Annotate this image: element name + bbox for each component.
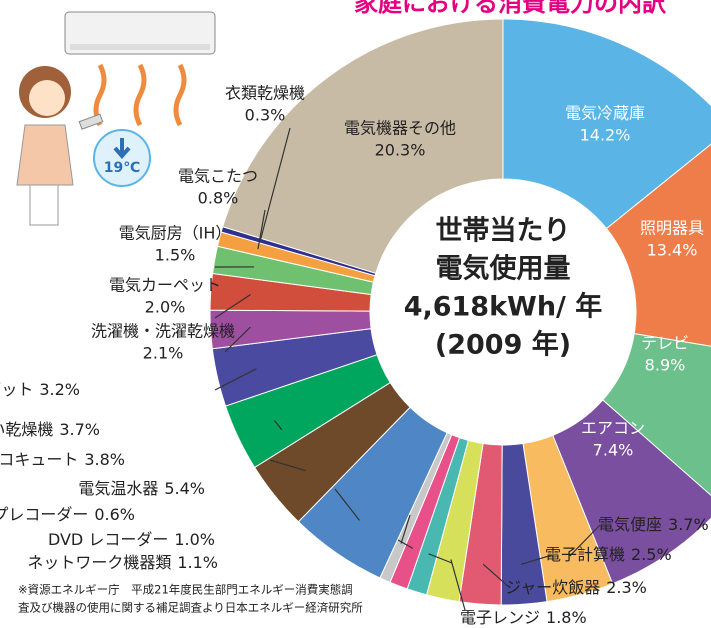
- value-label: 2.5%: [631, 545, 672, 564]
- segment-label: 衣類乾燥機: [225, 84, 305, 103]
- segment-label: 電気ポット 3.2%: [0, 380, 80, 399]
- thermostat-label: 19℃: [104, 160, 140, 176]
- segment-label: 食器洗い乾燥機 3.7%: [0, 420, 100, 439]
- value-label: 1.5%: [155, 246, 196, 265]
- chart: 家庭における消費電力の内訳 19℃ 世帯当たり 電気使用量 4,618kWh/ …: [0, 0, 711, 628]
- category-label: 電気温水器: [78, 479, 158, 498]
- segment-label: 電子計算機 2.5%: [545, 545, 672, 564]
- category-label: ビデオテープレコーダー: [0, 505, 88, 524]
- legs: [30, 185, 58, 225]
- segment-label: エコキュート 3.8%: [0, 450, 125, 469]
- segment-label: 電気便座 3.7%: [598, 515, 709, 534]
- segment-label: 電気カーペット: [109, 276, 221, 295]
- segment-label: ネットワーク機器類 1.1%: [27, 553, 218, 572]
- source-note: ※資源エネルギー庁 平成21年度民生部門エネルギー消費実態調: [18, 583, 353, 597]
- category-label: 電気ポット: [0, 380, 33, 399]
- value-label: 13.4%: [647, 241, 698, 260]
- segment-label: 洗濯機・洗濯乾燥機: [91, 322, 235, 341]
- value-label: 8.9%: [645, 356, 686, 375]
- category-label: 電子計算機: [545, 545, 625, 564]
- value-label: 20.3%: [375, 141, 426, 160]
- segment-label: 電気機器その他: [344, 119, 456, 138]
- category-label: ジャー炊飯器: [505, 578, 600, 597]
- segment-label: 電気厨房（IH）: [119, 224, 232, 243]
- face: [29, 80, 65, 116]
- category-label: 電気便座: [598, 515, 662, 534]
- segment-label: 電子レンジ 1.8%: [460, 608, 587, 627]
- segment-label: エアコン: [581, 419, 645, 438]
- value-label: 3.2%: [39, 380, 80, 399]
- value-label: 1.0%: [174, 530, 215, 549]
- category-label: 電子レンジ: [460, 608, 540, 627]
- segment-label: 電気温水器 5.4%: [78, 479, 205, 498]
- category-label: 食器洗い乾燥機: [0, 420, 53, 439]
- category-label: DVD レコーダー: [48, 530, 168, 549]
- value-label: 0.8%: [198, 189, 239, 208]
- segment-label: ジャー炊飯器 2.3%: [505, 578, 647, 597]
- center-text: 世帯当たり: [436, 215, 571, 247]
- value-label: 2.1%: [143, 344, 184, 363]
- category-label: ネットワーク機器類: [27, 553, 171, 572]
- value-label: 2.3%: [606, 578, 647, 597]
- illustration: 19℃: [17, 12, 215, 225]
- value-label: 3.8%: [84, 450, 125, 469]
- value-label: 5.4%: [164, 479, 205, 498]
- segment-label: ビデオテープレコーダー 0.6%: [0, 505, 135, 524]
- value-label: 3.7%: [59, 420, 100, 439]
- value-label: 0.3%: [245, 106, 286, 125]
- body: [17, 125, 73, 185]
- value-label: 2.0%: [145, 298, 186, 317]
- value-label: 1.1%: [177, 553, 218, 572]
- value-label: 3.7%: [668, 515, 709, 534]
- value-label: 1.8%: [546, 608, 587, 627]
- value-label: 7.4%: [593, 441, 634, 460]
- segment-label: DVD レコーダー 1.0%: [48, 530, 215, 549]
- segment-label: 電気こたつ: [178, 167, 258, 186]
- segment-label: テレビ: [641, 334, 689, 353]
- chart-title: 家庭における消費電力の内訳: [354, 0, 667, 17]
- source-note: 査及び機器の使用に関する補足調査より日本エネルギー経済研究所: [18, 601, 363, 615]
- ac-vent: [70, 44, 210, 50]
- category-label: エコキュート: [0, 450, 78, 469]
- remote: [79, 114, 102, 129]
- center-text: 電気使用量: [436, 253, 571, 285]
- center-text: 4,618kWh/ 年: [404, 291, 603, 323]
- segment-label: 電気冷蔵庫: [565, 104, 645, 123]
- value-label: 14.2%: [580, 126, 631, 145]
- airflow: [96, 65, 184, 125]
- segment-label: 照明器具: [640, 219, 704, 238]
- center-text: (2009 年): [435, 329, 571, 361]
- value-label: 0.6%: [94, 505, 135, 524]
